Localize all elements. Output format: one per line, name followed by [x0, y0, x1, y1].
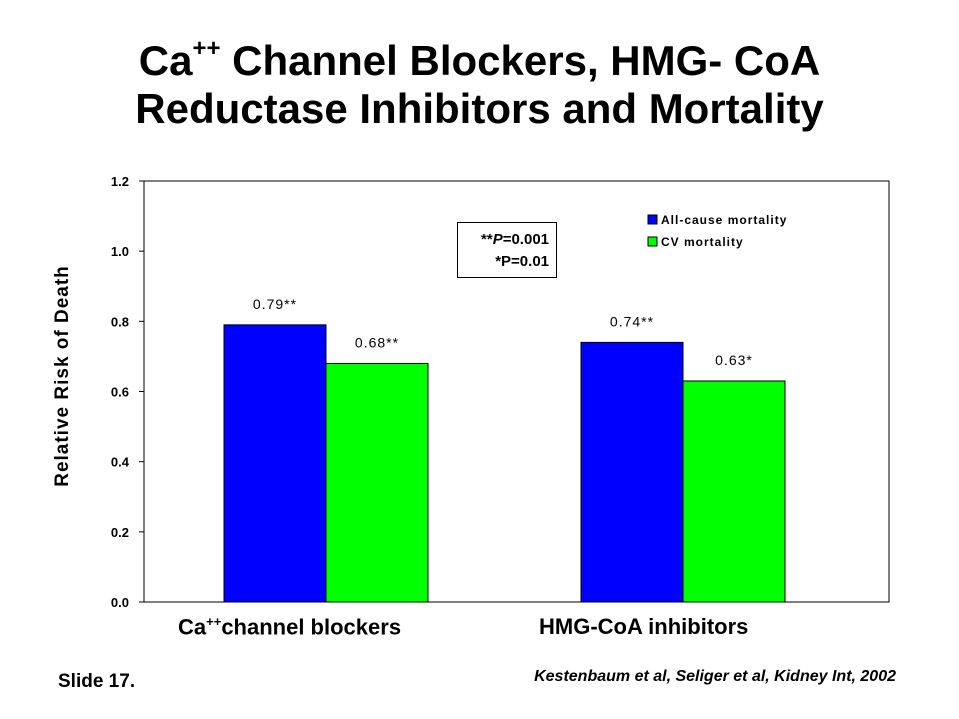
bar-all-cause-2: [580, 341, 684, 603]
y-axis-title: Relative Risk of Death: [52, 265, 73, 487]
bar-value-label: 0.79**: [253, 296, 297, 312]
legend: All-cause mortality CV mortality: [647, 213, 787, 249]
slide-title-line2: Reductase Inhibitors and Mortality: [135, 85, 824, 132]
y-tick-label: 0.6: [111, 385, 129, 400]
slide-number: Slide 17.: [58, 671, 136, 692]
bar-cv-2: [682, 380, 786, 603]
y-tick-label: 0.0: [111, 595, 129, 610]
bar-value-labels: 0.79** 0.74** 0.68** 0.63*: [253, 296, 753, 368]
legend-swatch: [647, 236, 658, 247]
bar-all-cause-1: [223, 324, 327, 603]
bar-value-label: 0.74**: [610, 313, 654, 329]
y-tick-label: 0.4: [111, 455, 130, 470]
x-category-label-hmg-coa-inhibitors: HMG-CoA inhibitors: [539, 614, 749, 639]
y-tick-label: 1.0: [111, 244, 129, 259]
bar-series-group: [223, 324, 786, 603]
y-tick-label: 0.2: [111, 525, 129, 540]
legend-swatch: [647, 214, 658, 225]
legend-label: CV mortality: [661, 235, 744, 249]
p-value-line1: **P=0.001: [481, 231, 549, 248]
y-axis: 0.0 0.2 0.4 0.6 0.8 1.0 1.2: [111, 174, 144, 610]
p-value-box: **P=0.001 *P=0.01: [457, 222, 557, 278]
citation: Kestenbaum et al, Seliger et al, Kidney …: [534, 668, 896, 685]
x-category-label-ca-channel-blockers: Ca++channel blockers: [178, 614, 402, 640]
y-tick-label: 1.2: [111, 174, 129, 189]
bar-value-label: 0.63*: [715, 352, 753, 368]
y-tick-label: 0.8: [111, 314, 129, 329]
p-value-line2: *P=0.01: [495, 253, 549, 270]
slide-title-line1: Ca++ Channel Blockers, HMG- CoA: [138, 35, 821, 84]
legend-label: All-cause mortality: [661, 213, 787, 227]
bar-cv-1: [325, 362, 429, 603]
bar-value-label: 0.68**: [355, 334, 399, 350]
